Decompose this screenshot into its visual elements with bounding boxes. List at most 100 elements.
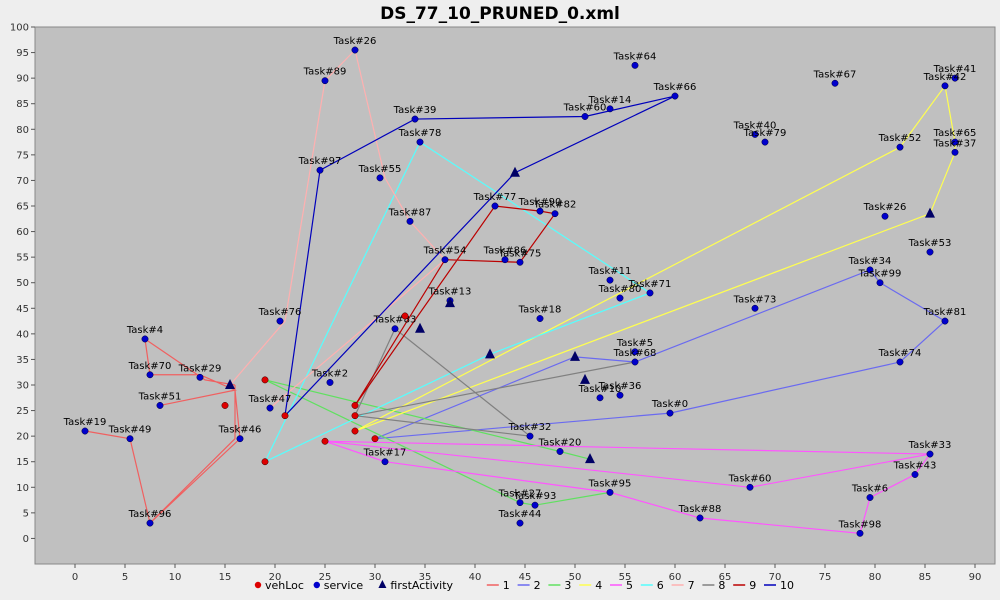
task-point: [631, 358, 639, 366]
legend-label: service: [324, 579, 364, 592]
task-label: Task#64: [613, 51, 657, 62]
task-point: [831, 79, 839, 87]
x-tick-label: 60: [669, 572, 682, 583]
task-point: [951, 148, 959, 156]
x-tick-label: 90: [969, 572, 982, 583]
task-label: Task#39: [393, 105, 437, 116]
legend: vehLoc service firstActivity 1 2 3 4 5 6 7 8 9 10: [254, 579, 794, 592]
task-label: Task#52: [878, 133, 922, 144]
legend-first-symbol: [378, 580, 387, 588]
task-point: [236, 435, 244, 443]
task-point: [866, 266, 874, 274]
task-label: Task#96: [128, 509, 172, 520]
task-label: Task#88: [678, 504, 722, 515]
task-label: Task#40: [733, 120, 777, 131]
task-point: [141, 335, 149, 343]
task-point: [516, 499, 524, 507]
task-point: [196, 373, 204, 381]
task-point: [376, 174, 384, 182]
task-label: Task#46: [218, 425, 262, 436]
task-point: [556, 448, 564, 455]
x-tick-label: 80: [869, 572, 882, 583]
task-point: [751, 130, 759, 138]
vehicle-point: [261, 458, 269, 466]
task-point: [526, 432, 534, 440]
y-tick-label: 90: [16, 74, 29, 85]
y-tick-label: 55: [16, 253, 29, 264]
task-label: Task#14: [588, 95, 632, 106]
task-point: [926, 248, 934, 256]
task-label: Task#13: [428, 287, 472, 298]
legend-label: 4: [595, 579, 602, 592]
vehicle-point: [261, 376, 269, 384]
y-tick-label: 30: [16, 381, 29, 392]
task-label: Task#97: [298, 156, 342, 167]
task-point: [126, 435, 134, 443]
task-label: Task#55: [358, 164, 402, 175]
task-label: Task#2: [311, 368, 348, 379]
task-point: [321, 77, 329, 85]
vehicle-point: [221, 402, 229, 409]
task-point: [391, 325, 399, 333]
plot-area: [34, 26, 996, 565]
task-label: Task#95: [588, 478, 632, 489]
vehicle-point: [401, 312, 409, 320]
first-activity-point: [510, 166, 520, 177]
task-label: Task#74: [878, 348, 922, 359]
first-activity-point: [580, 373, 590, 384]
task-point: [606, 105, 614, 113]
task-label: Task#76: [258, 307, 302, 318]
first-activity-points: [225, 166, 935, 464]
task-point: [911, 471, 919, 478]
task-point: [751, 304, 759, 312]
task-label: Task#29: [178, 363, 222, 374]
task-label: Task#89: [303, 67, 347, 78]
task-label: Task#80: [598, 284, 642, 295]
y-tick-label: 65: [16, 202, 29, 213]
task-point: [896, 143, 904, 151]
task-label: Task#32: [508, 422, 552, 433]
y-tick-label: 70: [16, 176, 29, 187]
x-tick-label: 85: [919, 572, 932, 583]
x-tick-label: 50: [569, 572, 582, 583]
task-point: [326, 378, 334, 386]
task-label: Task#67: [813, 69, 857, 80]
task-point: [746, 483, 754, 491]
route-line-3b: [264, 379, 611, 506]
task-label: Task#66: [653, 82, 697, 93]
legend-veh-symbol: [254, 581, 262, 589]
task-label: Task#75: [498, 248, 542, 259]
task-label: Task#81: [923, 307, 967, 318]
task-label: Task#83: [373, 315, 417, 326]
x-tick-label: 65: [719, 572, 732, 583]
task-point: [81, 427, 89, 435]
task-label: Task#4: [126, 325, 163, 336]
task-label: Task#26: [333, 36, 377, 47]
task-label: Task#86: [483, 246, 527, 257]
task-point: [881, 212, 889, 220]
task-point: [616, 294, 624, 302]
x-tick-label: 0: [72, 572, 78, 583]
task-point: [316, 166, 324, 174]
task-label: Task#44: [498, 509, 542, 520]
y-tick-label: 45: [16, 304, 29, 315]
legend-label: 9: [749, 579, 756, 592]
task-point: [606, 488, 614, 496]
legend-label: 2: [534, 579, 541, 592]
task-point: [536, 207, 544, 215]
x-tick-label: 10: [169, 572, 182, 583]
task-point: [646, 289, 654, 297]
task-label: Task#42: [923, 72, 967, 83]
task-point: [876, 279, 884, 287]
task-point: [671, 92, 679, 100]
task-label: Task#11: [588, 266, 632, 277]
task-label: Task#54: [423, 246, 467, 257]
legend-label: 7: [688, 579, 695, 592]
task-label: Task#26: [863, 202, 907, 213]
task-label: Task#36: [598, 381, 642, 392]
task-label: Task#51: [138, 391, 182, 402]
task-label: Task#41: [933, 64, 977, 75]
task-point: [941, 82, 949, 90]
task-label: Task#49: [108, 425, 152, 436]
